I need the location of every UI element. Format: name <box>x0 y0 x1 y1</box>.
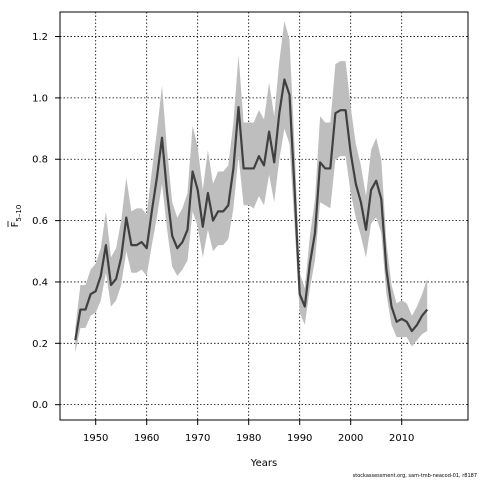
source-caption: stockassessment.org, sam-tmb-neacod-01, … <box>353 473 477 479</box>
x-tick-label: 1960 <box>134 433 159 444</box>
y-tick-label: 1.0 <box>32 93 48 104</box>
y-axis-label-group: F5–10 <box>7 205 23 228</box>
x-tick-label: 1990 <box>287 433 312 444</box>
estimate-line <box>74 78 429 341</box>
x-tick-label: 2010 <box>389 433 414 444</box>
x-axis-label: Years <box>250 458 277 469</box>
confidence-band <box>75 21 428 353</box>
y-tick-label: 0.0 <box>32 400 48 411</box>
y-tick-label: 0.2 <box>32 339 48 350</box>
x-axis: 1950 1960 1970 1980 1990 2000 2010 <box>83 420 414 444</box>
x-tick-label: 1970 <box>185 433 210 444</box>
y-axis: 0.0 0.2 0.4 0.6 0.8 1.0 1.2 <box>32 32 60 411</box>
x-tick-label: 2000 <box>338 433 363 444</box>
y-tick-label: 0.8 <box>32 155 48 166</box>
y-axis-label: F5–10 <box>10 205 23 228</box>
plot-frame <box>59 11 469 421</box>
y-axis-label-sub: 5–10 <box>15 205 23 222</box>
x-tick-label: 1950 <box>83 433 108 444</box>
y-tick-label: 0.6 <box>32 216 48 227</box>
y-tick-label: 1.2 <box>32 32 48 43</box>
y-tick-label: 0.4 <box>32 277 48 288</box>
grid <box>60 12 468 420</box>
x-tick-label: 1980 <box>236 433 261 444</box>
y-axis-label-main: F <box>10 221 21 227</box>
